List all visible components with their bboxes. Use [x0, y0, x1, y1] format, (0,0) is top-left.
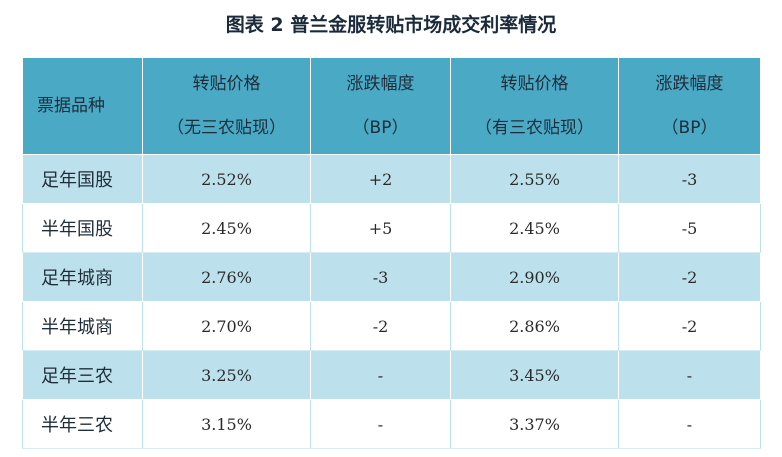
- header-change-with-sannong: 涨跌幅度 （BP）: [618, 57, 761, 155]
- table-row: 足年城商 2.76% -3 2.90% -2: [22, 252, 761, 302]
- price-with-sannong: 3.45%: [450, 350, 619, 400]
- price-no-sannong: 3.25%: [142, 350, 311, 400]
- row-category: 半年国股: [22, 203, 143, 253]
- header-change-no-sannong-line1: 涨跌幅度: [346, 74, 415, 94]
- header-price-with-sannong-line1: 转贴价格: [500, 74, 569, 94]
- table-title: 图表 2 普兰金服转贴市场成交利率情况: [225, 14, 557, 36]
- change-with-sannong: -: [618, 399, 761, 449]
- table-row: 半年城商 2.70% -2 2.86% -2: [22, 301, 761, 351]
- table-row: 半年三农 3.15% - 3.37% -: [22, 399, 761, 449]
- table-row: 足年三农 3.25% - 3.45% -: [22, 350, 761, 400]
- price-no-sannong: 2.76%: [142, 252, 311, 302]
- table-row: 半年国股 2.45% +5 2.45% -5: [22, 203, 761, 253]
- price-no-sannong: 2.52%: [142, 154, 311, 204]
- header-price-no-sannong-line2: （无三农贴现）: [167, 118, 286, 138]
- rate-table: 票据品种 转贴价格 （无三农贴现） 涨跌幅度 （BP） 转贴价格 （有三农贴现）…: [22, 57, 761, 449]
- price-with-sannong: 3.37%: [450, 399, 619, 449]
- change-with-sannong: -: [618, 350, 761, 400]
- header-price-no-sannong-line1: 转贴价格: [192, 74, 261, 94]
- header-category: 票据品种: [22, 57, 143, 155]
- change-with-sannong: -3: [618, 154, 761, 204]
- change-no-sannong: -3: [310, 252, 451, 302]
- header-price-with-sannong: 转贴价格 （有三农贴现）: [450, 57, 619, 155]
- change-with-sannong: -2: [618, 301, 761, 351]
- header-price-no-sannong: 转贴价格 （无三农贴现）: [142, 57, 311, 155]
- change-with-sannong: -2: [618, 252, 761, 302]
- price-with-sannong: 2.86%: [450, 301, 619, 351]
- header-price-with-sannong-line2: （有三农贴现）: [475, 118, 594, 138]
- row-category: 足年国股: [22, 154, 143, 204]
- change-no-sannong: +2: [310, 154, 451, 204]
- price-no-sannong: 2.45%: [142, 203, 311, 253]
- change-no-sannong: -: [310, 399, 451, 449]
- row-category: 足年三农: [22, 350, 143, 400]
- header-row: 票据品种 转贴价格 （无三农贴现） 涨跌幅度 （BP） 转贴价格 （有三农贴现）…: [22, 57, 761, 155]
- header-change-no-sannong-line2: （BP）: [352, 118, 409, 138]
- header-change-no-sannong: 涨跌幅度 （BP）: [310, 57, 451, 155]
- table-row: 足年国股 2.52% +2 2.55% -3: [22, 154, 761, 204]
- price-with-sannong: 2.45%: [450, 203, 619, 253]
- row-category: 半年三农: [22, 399, 143, 449]
- change-no-sannong: -: [310, 350, 451, 400]
- row-category: 足年城商: [22, 252, 143, 302]
- price-no-sannong: 3.15%: [142, 399, 311, 449]
- change-no-sannong: -2: [310, 301, 451, 351]
- header-change-with-sannong-line1: 涨跌幅度: [655, 74, 724, 94]
- change-with-sannong: -5: [618, 203, 761, 253]
- price-with-sannong: 2.55%: [450, 154, 619, 204]
- header-change-with-sannong-line2: （BP）: [661, 118, 718, 138]
- row-category: 半年城商: [22, 301, 143, 351]
- price-with-sannong: 2.90%: [450, 252, 619, 302]
- price-no-sannong: 2.70%: [142, 301, 311, 351]
- change-no-sannong: +5: [310, 203, 451, 253]
